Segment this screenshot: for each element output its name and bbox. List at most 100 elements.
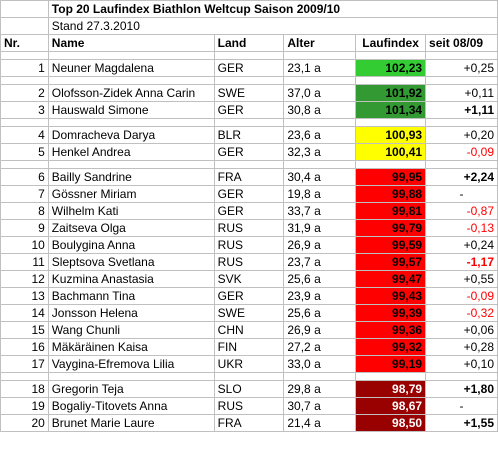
table-row: 16 Mäkäräinen Kaisa FIN 27,2 a 99,32 +0,28 [0,338,498,356]
change-cell: - [425,397,498,415]
country-cell: GER [213,101,285,119]
table-row: 15 Wang Chunli CHN 26,9 a 99,36 +0,06 [0,321,498,339]
change-cell: +1,11 [425,101,498,119]
laufindex-cell: 98,50 [355,414,427,432]
laufindex-cell: 101,34 [355,101,427,119]
age-cell: 33,0 a [283,355,357,373]
table-row: 11 Sleptsova Svetlana RUS 23,7 a 99,57 -1,17 [0,253,498,271]
change-cell: +1,80 [425,380,498,398]
change-cell: -0,09 [425,287,498,305]
spacer-cell [425,51,498,60]
spacer-cell [47,51,215,60]
age-cell: 25,6 a [283,304,357,322]
laufindex-cell: 99,19 [355,355,427,373]
country-cell: SLO [213,380,285,398]
table-row: 19 Bogaliy-Titovets Anna RUS 30,7 a 98,67- [0,397,498,415]
spacer-cell [283,118,357,127]
laufindex-cell: 99,39 [355,304,427,322]
name-cell: Gregorin Teja [47,380,215,398]
change-cell: +0,24 [425,236,498,254]
change-cell: +0,10 [425,355,498,373]
rank-cell: 13 [0,287,49,305]
change-cell: +0,55 [425,270,498,288]
rank-cell: 18 [0,380,49,398]
change-cell: -0,13 [425,219,498,237]
laufindex-table: Top 20 Laufindex Biathlon Weltcup Saison… [0,0,498,432]
change-cell: -1,17 [425,253,498,271]
header-nr: Nr. [0,34,49,52]
spacer-cell [0,76,49,85]
country-cell: CHN [213,321,285,339]
table-row: 2 Olofsson-Zidek Anna Carin SWE 37,0 a 101,9… [0,84,498,102]
name-cell: Jonsson Helena [47,304,215,322]
laufindex-cell: 99,32 [355,338,427,356]
rank-cell: 4 [0,126,49,144]
spacer-cell [213,118,285,127]
country-cell: SWE [213,84,285,102]
spacer-cell [425,76,498,85]
name-cell: Kuzmina Anastasia [47,270,215,288]
rank-cell: 10 [0,236,49,254]
age-cell: 23,7 a [283,253,357,271]
spacer-row [0,51,498,60]
name-cell: Brunet Marie Laure [47,414,215,432]
laufindex-cell: 100,41 [355,143,427,161]
age-cell: 21,4 a [283,414,357,432]
age-cell: 33,7 a [283,202,357,220]
spacer-cell [355,372,427,381]
rank-cell: 17 [0,355,49,373]
table-row: 12 Kuzmina Anastasia SVK 25,6 a 99,47 +0,55 [0,270,498,288]
rank-cell: 20 [0,414,49,432]
name-cell: Bachmann Tina [47,287,215,305]
country-cell: GER [213,143,285,161]
spacer-cell [47,372,215,381]
spacer-row [0,160,498,169]
spacer-cell [425,160,498,169]
laufindex-cell: 99,43 [355,287,427,305]
country-cell: FRA [213,168,285,186]
spacer-row [0,372,498,381]
table-row: 17 Vaygina-Efremova Lilia UKR 33,0 a 99,19 +0… [0,355,498,373]
header-alter: Alter [283,34,357,52]
age-cell: 23,9 a [283,287,357,305]
spacer-cell [47,118,215,127]
country-cell: UKR [213,355,285,373]
change-cell: +0,06 [425,321,498,339]
name-cell: Mäkäräinen Kaisa [47,338,215,356]
age-cell: 26,9 a [283,236,357,254]
name-cell: Wang Chunli [47,321,215,339]
change-cell: +0,28 [425,338,498,356]
header-laufindex: Laufindex [355,34,427,52]
table-row: 9 Zaitseva Olga RUS 31,9 a 99,79 -0,13 [0,219,498,237]
change-cell: -0,09 [425,143,498,161]
spacer-cell [355,51,427,60]
laufindex-cell: 98,67 [355,397,427,415]
age-cell: 19,8 a [283,185,357,203]
rank-cell: 5 [0,143,49,161]
spacer-cell [213,76,285,85]
change-cell: -0,32 [425,304,498,322]
rank-cell: 8 [0,202,49,220]
country-cell: GER [213,59,285,77]
spacer-cell [283,372,357,381]
header-land: Land [213,34,285,52]
rank-cell: 12 [0,270,49,288]
name-cell: Wilhelm Kati [47,202,215,220]
laufindex-cell: 101,92 [355,84,427,102]
age-cell: 30,4 a [283,168,357,186]
country-cell: BLR [213,126,285,144]
name-cell: Sleptsova Svetlana [47,253,215,271]
change-cell: -0,87 [425,202,498,220]
laufindex-cell: 99,95 [355,168,427,186]
change-cell: - [425,185,498,203]
name-cell: Bogaliy-Titovets Anna [47,397,215,415]
spacer-cell [0,160,49,169]
name-cell: Henkel Andrea [47,143,215,161]
change-cell: +0,25 [425,59,498,77]
spacer-cell [283,51,357,60]
table-row: 3 Hauswald Simone GER 30,8 a 101,34 +1,11 [0,101,498,119]
rank-cell: 15 [0,321,49,339]
page-title: Top 20 Laufindex Biathlon Weltcup Saison… [47,0,498,18]
spacer-cell [213,51,285,60]
spacer-cell [47,160,215,169]
